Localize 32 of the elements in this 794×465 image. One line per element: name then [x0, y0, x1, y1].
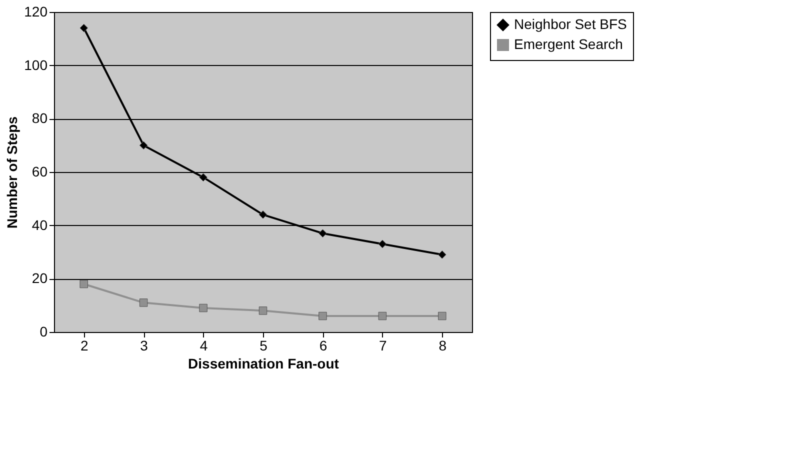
- point: [258, 210, 268, 219]
- point: [258, 306, 268, 315]
- point: [199, 173, 208, 182]
- point: [438, 312, 446, 320]
- point: [80, 280, 88, 288]
- point: [318, 312, 327, 320]
- x-tick-label: 7: [379, 338, 388, 354]
- point: [139, 141, 148, 150]
- point: [80, 24, 88, 32]
- point: [378, 312, 387, 320]
- point: [378, 240, 387, 248]
- x-tick-label: 2: [80, 338, 88, 354]
- y-tick-label: 60: [32, 164, 48, 180]
- x-axis-title: Dissemination Fan-out: [188, 356, 340, 372]
- point: [318, 229, 327, 238]
- x-tick-label: 6: [319, 338, 328, 354]
- point: [139, 298, 148, 307]
- x-tick-label: 5: [260, 338, 268, 354]
- x-tick-label: 3: [140, 338, 148, 354]
- x-tick-label: 4: [200, 338, 208, 354]
- y-tick-label: 0: [40, 324, 48, 340]
- y-tick-label: 20: [32, 270, 48, 286]
- y-tick-label: 80: [32, 110, 48, 126]
- point: [438, 250, 446, 259]
- y-tick-label: 40: [32, 216, 48, 233]
- y-tick-label: 100: [24, 56, 48, 73]
- point: [199, 304, 208, 312]
- y-tick-label: 120: [24, 4, 48, 20]
- x-tick-label: 8: [438, 338, 447, 354]
- legend-label: Neighbor Set BFS: [514, 16, 627, 32]
- legend-label: Emergent Search: [514, 36, 623, 52]
- y-axis-title: Number of Steps: [4, 116, 20, 229]
